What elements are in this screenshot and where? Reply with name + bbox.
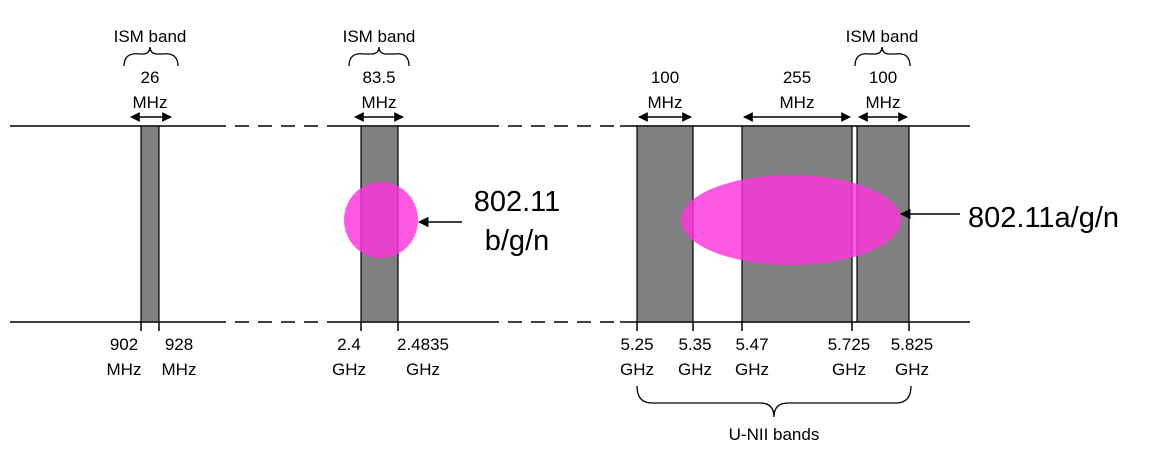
bandwidth-unit-4: MHz [780,93,815,112]
standard-bgn-line1: 802.11 [474,186,561,218]
bandwidth-unit-3: MHz [648,93,683,112]
bandwidth-unit-5: MHz [866,93,901,112]
tick-label-928-value: 928 [165,335,193,354]
wifi-5ghz-highlight [681,175,901,265]
bandwidth-value-1: 26 [141,68,160,87]
bandwidth-value-2: 83.5 [362,68,395,87]
bandwidth-unit-1: MHz [133,93,168,112]
tick-label-2.4-unit: GHz [332,360,366,379]
standard-arrows [417,208,960,228]
bandwidth-value-3: 100 [651,68,679,87]
tick-label-902-value: 902 [110,335,138,354]
ism-band-label-3: ISM band [846,27,919,46]
bandwidth-value-4: 255 [783,68,811,87]
standard-agn: 802.11a/g/n [968,202,1119,234]
tick-label-5.47-value: 5.47 [735,335,768,354]
unii-bands-label: U-NII bands [729,425,820,444]
unii-brace [636,385,912,418]
ism-braces [123,46,911,67]
bandwidth-unit-2: MHz [362,93,397,112]
tick-label-902-unit: MHz [107,360,142,379]
tick-label-5.35-value: 5.35 [678,335,711,354]
tick-label-928-unit: MHz [162,360,197,379]
band-902-928 [140,125,160,323]
tick-label-2.4-value: 2.4 [337,335,361,354]
wifi-24ghz-highlight [344,182,418,258]
tick-label-5.725-unit: GHz [832,360,866,379]
tick-label-5.25-value: 5.25 [620,335,653,354]
tick-label-5.825-value: 5.825 [891,335,934,354]
ism-band-label-2: ISM band [343,27,416,46]
bandwidth-value-5: 100 [869,68,897,87]
ism-band-label-1: ISM band [114,27,187,46]
tick-label-5.35-unit: GHz [678,360,712,379]
tick-label-5.25-unit: GHz [620,360,654,379]
tick-label-5.47-unit: GHz [735,360,769,379]
tick-label-5.725-value: 5.725 [828,335,871,354]
tick-label-2.4835-unit: GHz [406,360,440,379]
tick-label-2.4835-value: 2.4835 [397,335,449,354]
standard-bgn-line2: b/g/n [485,225,550,257]
tick-label-5.825-unit: GHz [895,360,929,379]
tick-marks [140,322,910,331]
